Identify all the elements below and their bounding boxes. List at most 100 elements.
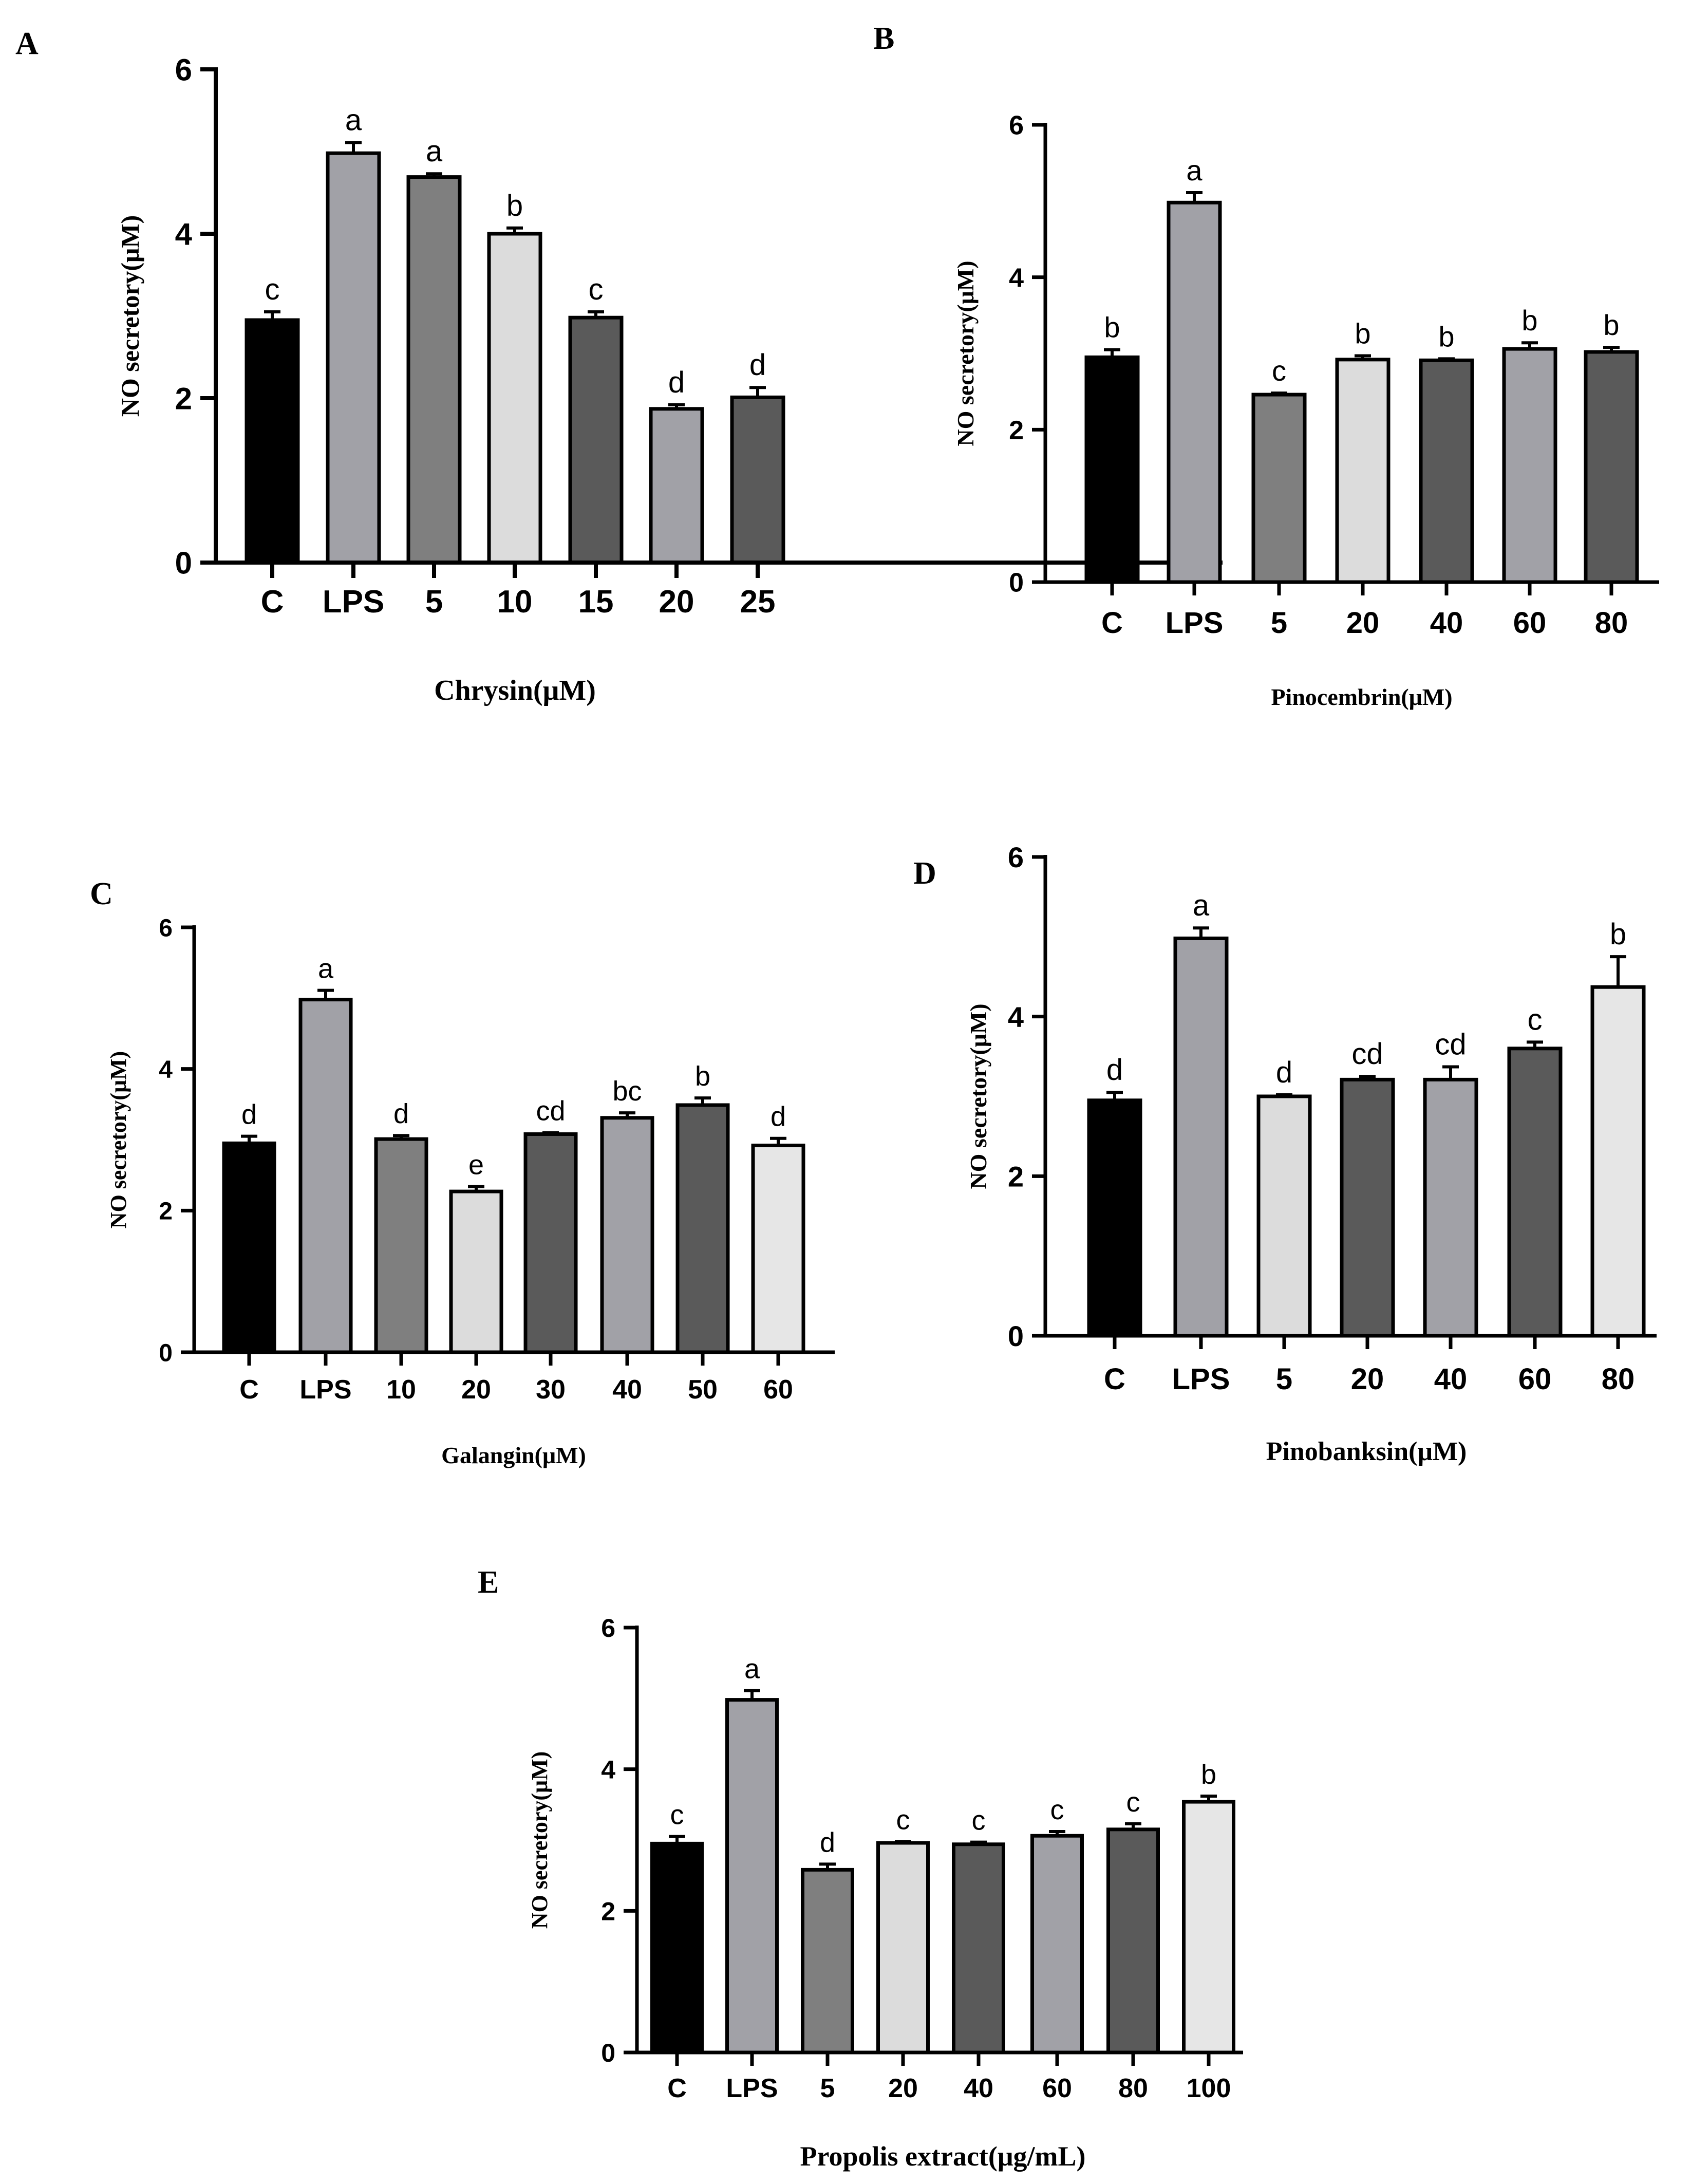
x-tick-label: 20 bbox=[1351, 1362, 1384, 1396]
bar bbox=[1256, 1094, 1312, 1338]
x-tick-label: 40 bbox=[1430, 606, 1463, 640]
bar bbox=[952, 1842, 1005, 2055]
y-tick-label: 6 bbox=[601, 1614, 615, 1642]
significance-label: c bbox=[1126, 1787, 1140, 1818]
y-tick-label: 0 bbox=[1008, 1320, 1024, 1352]
chart-panel-d: Dd Ca LPS d 5 cd 20 cd 40 c 60 b 80 0 2 4 6 NO secretory(… bbox=[913, 841, 1657, 1466]
bar bbox=[1502, 347, 1557, 584]
significance-label: cd bbox=[1435, 1028, 1466, 1061]
bar bbox=[1251, 393, 1307, 584]
y-axis-title: NO secretory(μM) bbox=[965, 1003, 991, 1189]
bar bbox=[1173, 936, 1229, 1338]
bar bbox=[222, 1141, 276, 1354]
significance-label: a bbox=[345, 103, 362, 137]
y-tick-label: 6 bbox=[175, 53, 192, 87]
bar bbox=[568, 315, 624, 565]
x-tick-label: 60 bbox=[763, 1375, 793, 1405]
bar bbox=[1590, 985, 1646, 1338]
x-axis-title: Pinobanksin(μM) bbox=[1266, 1437, 1467, 1466]
bar bbox=[1182, 1800, 1235, 2055]
bar bbox=[1507, 1047, 1563, 1338]
significance-label: c bbox=[972, 1805, 986, 1836]
y-tick-label: 2 bbox=[1009, 416, 1024, 445]
x-tick-label: 5 bbox=[1276, 1362, 1292, 1396]
panel-letter: E bbox=[478, 1565, 499, 1600]
x-tick-label: 80 bbox=[1595, 606, 1628, 640]
x-tick-label: 10 bbox=[386, 1375, 416, 1405]
y-tick-label: 6 bbox=[1008, 841, 1024, 873]
bar bbox=[245, 318, 300, 565]
significance-label: b bbox=[1355, 317, 1370, 349]
y-axis-title: NO secretory(μM) bbox=[116, 215, 144, 417]
bar bbox=[1030, 1834, 1084, 2055]
y-tick-label: 4 bbox=[601, 1756, 615, 1784]
bar bbox=[730, 395, 785, 565]
significance-label: d bbox=[1106, 1053, 1123, 1087]
significance-label: d bbox=[771, 1102, 786, 1132]
x-tick-label: C bbox=[667, 2074, 687, 2103]
x-tick-label: 100 bbox=[1187, 2074, 1231, 2103]
significance-label: b bbox=[1603, 309, 1619, 341]
y-tick-label: 0 bbox=[175, 546, 192, 581]
bar bbox=[326, 151, 381, 565]
x-axis-title: Pinocembrin(μM) bbox=[1271, 684, 1452, 710]
significance-label: a bbox=[744, 1654, 760, 1685]
x-tick-label: 60 bbox=[1513, 606, 1547, 640]
significance-label: b bbox=[1201, 1759, 1216, 1790]
x-tick-label: 20 bbox=[888, 2074, 918, 2103]
bar bbox=[523, 1132, 578, 1354]
x-tick-label: LPS bbox=[323, 584, 385, 620]
significance-label: b bbox=[1104, 311, 1120, 344]
y-tick-label: 0 bbox=[601, 2039, 615, 2067]
panel-letter: D bbox=[913, 856, 936, 891]
x-tick-label: 10 bbox=[497, 584, 533, 620]
x-tick-label: C bbox=[239, 1375, 259, 1405]
y-tick-label: 2 bbox=[175, 382, 192, 416]
bar bbox=[487, 232, 542, 565]
x-tick-label: 50 bbox=[688, 1375, 718, 1405]
y-axis-title: NO secretory(μM) bbox=[527, 1751, 552, 1929]
bar bbox=[1106, 1827, 1160, 2055]
x-tick-label: 80 bbox=[1118, 2074, 1148, 2103]
significance-label: bc bbox=[612, 1076, 642, 1107]
significance-label: c bbox=[1050, 1795, 1064, 1825]
significance-label: c bbox=[896, 1804, 910, 1835]
bar bbox=[600, 1116, 654, 1354]
y-tick-label: 0 bbox=[1009, 568, 1024, 598]
bar bbox=[1087, 1098, 1142, 1338]
bar bbox=[675, 1103, 730, 1354]
x-tick-label: 80 bbox=[1602, 1362, 1635, 1396]
chart-panel-e: Ec Ca LPS d 5 c 20 c 40 c 60 c 80 b 100 0 2 4 6 NO secretor… bbox=[478, 1565, 1243, 2172]
x-tick-label: LPS bbox=[1172, 1362, 1230, 1396]
y-tick-label: 6 bbox=[159, 914, 173, 942]
panel-letter: B bbox=[873, 21, 894, 56]
x-axis-title: Chrysin(μM) bbox=[434, 675, 596, 706]
significance-label: d bbox=[1276, 1056, 1292, 1089]
x-tick-label: 20 bbox=[461, 1375, 491, 1405]
significance-label: c bbox=[265, 273, 280, 306]
y-axis-title: NO secretory(μM) bbox=[106, 1051, 131, 1228]
x-tick-label: LPS bbox=[1166, 606, 1224, 640]
significance-label: e bbox=[468, 1149, 484, 1180]
x-tick-label: 5 bbox=[820, 2074, 835, 2103]
x-tick-label: 15 bbox=[578, 584, 614, 620]
x-tick-label: 60 bbox=[1518, 1362, 1552, 1396]
bar bbox=[449, 1189, 503, 1354]
x-axis-title: Galangin(μM) bbox=[441, 1442, 586, 1468]
x-tick-label: 20 bbox=[659, 584, 694, 620]
x-axis-title: Propolis extract(μg/mL) bbox=[800, 2141, 1086, 2172]
bar bbox=[406, 175, 462, 565]
significance-label: a bbox=[1193, 889, 1210, 922]
significance-label: b bbox=[1610, 918, 1626, 951]
bar bbox=[374, 1137, 428, 1354]
x-tick-label: C bbox=[261, 584, 284, 620]
significance-label: d bbox=[668, 366, 685, 399]
x-tick-label: 40 bbox=[964, 2074, 993, 2103]
significance-label: d bbox=[820, 1827, 835, 1858]
x-tick-label: 20 bbox=[1346, 606, 1380, 640]
significance-label: a bbox=[1186, 154, 1203, 186]
y-tick-label: 6 bbox=[1009, 111, 1024, 141]
significance-label: b bbox=[506, 189, 523, 222]
